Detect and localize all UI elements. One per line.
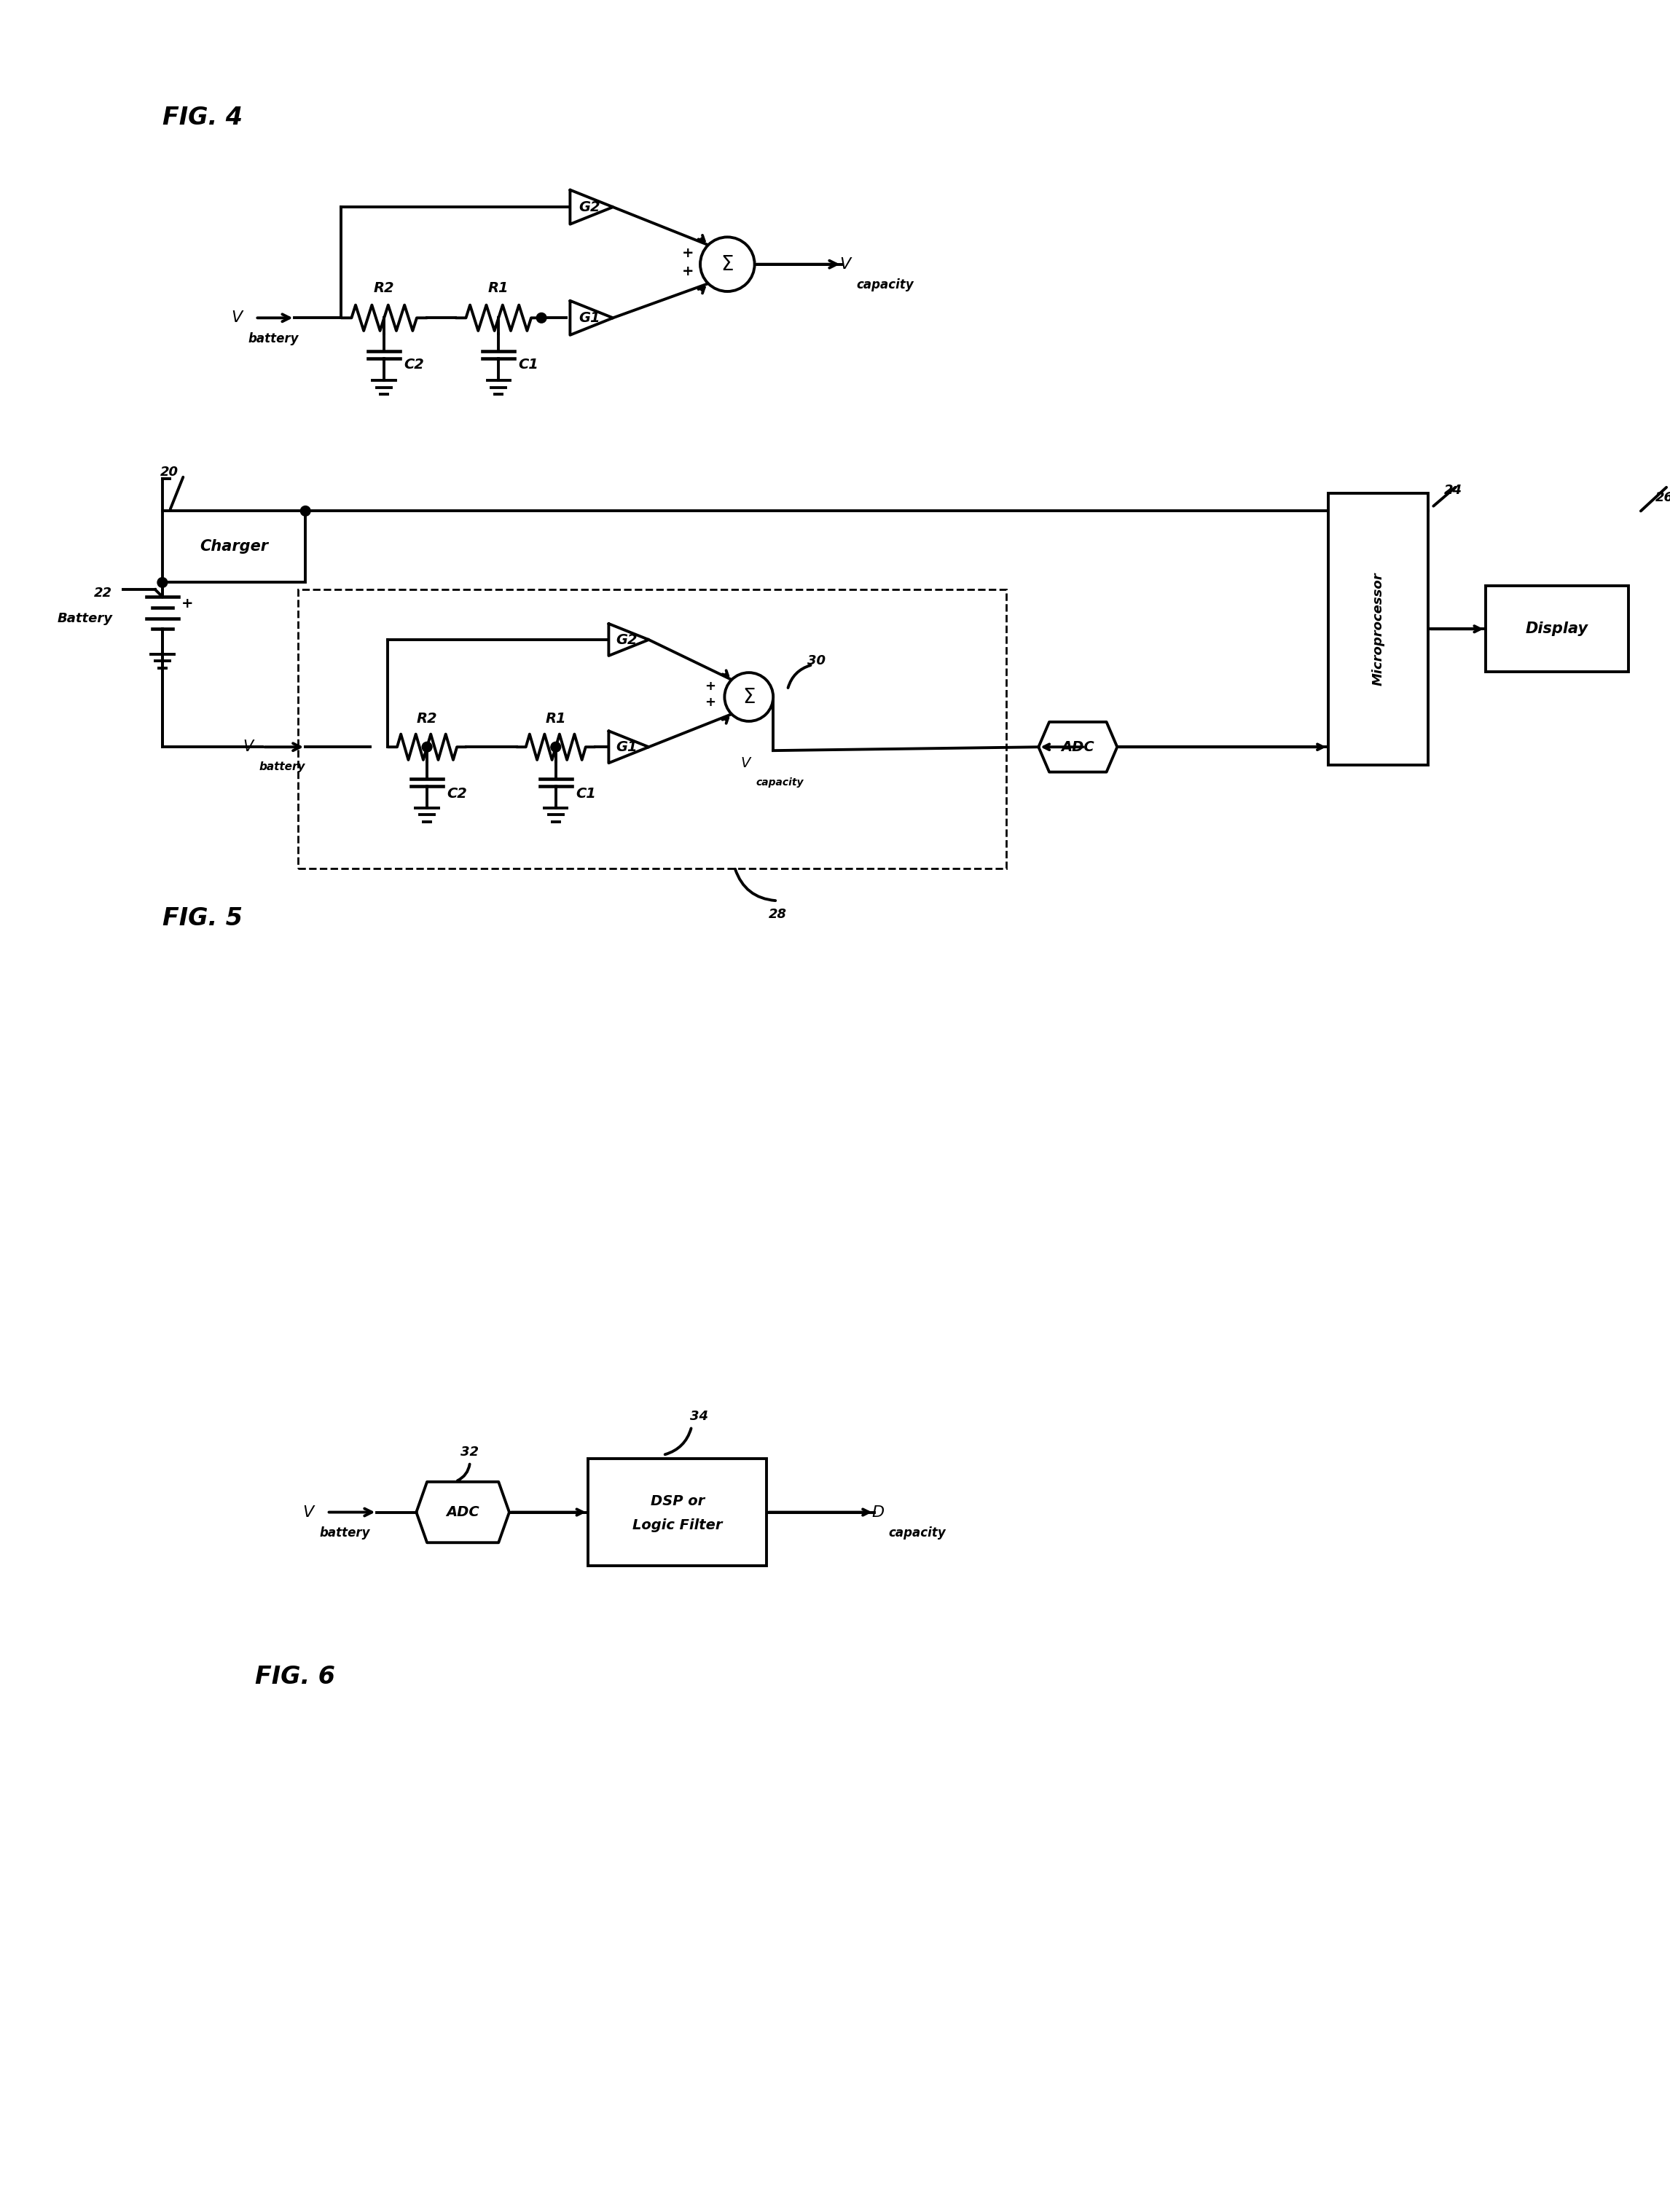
Text: 28: 28 — [768, 907, 787, 920]
Text: R2: R2 — [374, 281, 394, 294]
Text: FIG. 4: FIG. 4 — [162, 106, 242, 131]
Bar — [1486, 586, 1628, 672]
Text: R1: R1 — [546, 712, 566, 726]
Text: Battery: Battery — [57, 613, 112, 624]
Text: C2: C2 — [404, 358, 424, 372]
Polygon shape — [608, 624, 648, 655]
Bar — [1328, 493, 1428, 765]
Text: Logic Filter: Logic Filter — [633, 1517, 723, 1533]
Text: $V$: $V$ — [230, 310, 244, 325]
Text: $\Sigma$: $\Sigma$ — [743, 686, 755, 708]
Text: battery: battery — [319, 1526, 371, 1540]
Circle shape — [536, 312, 546, 323]
Text: +: + — [681, 246, 695, 261]
Text: ADC: ADC — [1060, 741, 1094, 754]
Polygon shape — [569, 190, 613, 223]
Text: $V$: $V$ — [740, 757, 753, 770]
Text: 22: 22 — [94, 586, 112, 599]
Text: 26: 26 — [1655, 491, 1670, 504]
Text: 30: 30 — [807, 655, 825, 668]
Text: $\Sigma$: $\Sigma$ — [721, 254, 733, 274]
Text: +: + — [705, 697, 716, 710]
Polygon shape — [569, 301, 613, 334]
Text: DSP or: DSP or — [650, 1495, 705, 1509]
Text: capacity: capacity — [857, 279, 913, 292]
Text: G2: G2 — [578, 199, 600, 215]
Text: $V$: $V$ — [302, 1504, 316, 1520]
Polygon shape — [416, 1482, 509, 1542]
Text: +: + — [182, 597, 194, 611]
Circle shape — [551, 741, 561, 752]
Circle shape — [700, 237, 755, 292]
Text: FIG. 5: FIG. 5 — [162, 907, 242, 931]
Text: battery: battery — [249, 332, 299, 345]
Text: G2: G2 — [616, 633, 638, 646]
Text: $V$: $V$ — [242, 739, 256, 754]
Text: Microprocessor: Microprocessor — [1371, 573, 1384, 686]
Text: capacity: capacity — [757, 779, 803, 787]
Text: 24: 24 — [1445, 484, 1463, 498]
Text: 20: 20 — [160, 467, 179, 478]
Text: C1: C1 — [519, 358, 539, 372]
Bar — [588, 1458, 767, 1566]
Text: G1: G1 — [616, 741, 638, 754]
Text: ADC: ADC — [446, 1506, 479, 1520]
Text: FIG. 6: FIG. 6 — [256, 1666, 336, 1688]
Text: battery: battery — [259, 761, 306, 772]
Text: capacity: capacity — [888, 1526, 945, 1540]
Text: R2: R2 — [416, 712, 438, 726]
Circle shape — [725, 672, 773, 721]
Text: 34: 34 — [690, 1409, 708, 1422]
Text: C2: C2 — [448, 787, 468, 801]
Polygon shape — [1039, 721, 1117, 772]
Polygon shape — [608, 730, 648, 763]
Bar — [162, 511, 306, 582]
Text: G1: G1 — [578, 312, 600, 325]
Text: Display: Display — [1526, 622, 1588, 637]
Circle shape — [301, 507, 311, 515]
Text: Charger: Charger — [200, 540, 269, 553]
Text: +: + — [681, 265, 695, 279]
Text: 32: 32 — [461, 1444, 479, 1458]
Text: $D$: $D$ — [872, 1504, 885, 1520]
Bar — [299, 591, 1007, 869]
Text: $V$: $V$ — [838, 257, 853, 272]
Text: +: + — [705, 679, 716, 692]
Text: R1: R1 — [488, 281, 509, 294]
Circle shape — [157, 577, 167, 588]
Text: C1: C1 — [576, 787, 596, 801]
Circle shape — [423, 741, 433, 752]
